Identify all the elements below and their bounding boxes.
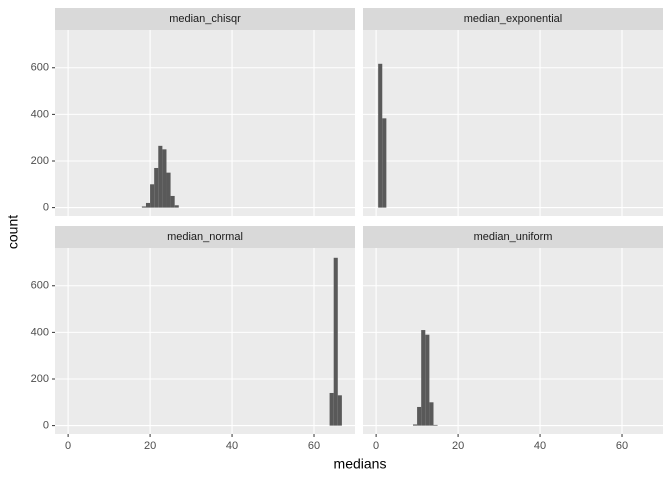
bar [429, 402, 434, 426]
x-tick-label: 60 [308, 440, 320, 452]
y-tick-label: 200 [31, 373, 49, 385]
x-tick-label: 0 [373, 440, 379, 452]
bar [382, 118, 387, 208]
x-tick-label: 60 [616, 440, 628, 452]
y-tick-label: 0 [43, 420, 49, 432]
bar [162, 149, 167, 208]
strip-title: median_normal [167, 231, 243, 243]
strip-title: median_exponential [464, 13, 562, 25]
x-axis-label: medians [334, 456, 387, 472]
bar [329, 392, 334, 426]
y-tick-label: 600 [31, 62, 49, 74]
strip-title: median_uniform [474, 231, 553, 243]
x-tick-label: 20 [144, 440, 156, 452]
bar [417, 406, 422, 426]
y-tick-label: 400 [31, 326, 49, 338]
strip [55, 8, 355, 30]
bar [433, 424, 438, 426]
strip [363, 226, 663, 248]
bar [145, 202, 151, 208]
bar [413, 424, 418, 426]
bar [174, 205, 179, 208]
bar [337, 395, 342, 426]
bar [170, 195, 175, 208]
bar [333, 257, 338, 426]
bar [158, 145, 163, 208]
panel [55, 248, 355, 434]
bar [141, 206, 146, 208]
y-tick-label: 0 [43, 202, 49, 214]
strip-title: median_chisqr [169, 13, 241, 25]
x-tick-label: 40 [534, 440, 546, 452]
bar [421, 330, 426, 426]
bar [378, 63, 383, 208]
bar [166, 172, 171, 208]
bar [154, 167, 159, 208]
y-tick-label: 600 [31, 280, 49, 292]
y-tick-label: 200 [31, 155, 49, 167]
y-tick-label: 400 [31, 108, 49, 120]
strip [55, 226, 355, 248]
x-tick-label: 0 [65, 440, 71, 452]
panel [363, 248, 663, 434]
bar [150, 184, 155, 208]
y-axis-label: count [5, 215, 21, 249]
panel [363, 30, 663, 216]
x-tick-label: 40 [226, 440, 238, 452]
panel [55, 30, 355, 216]
bar [425, 334, 430, 426]
strip [363, 8, 663, 30]
x-tick-label: 20 [452, 440, 464, 452]
